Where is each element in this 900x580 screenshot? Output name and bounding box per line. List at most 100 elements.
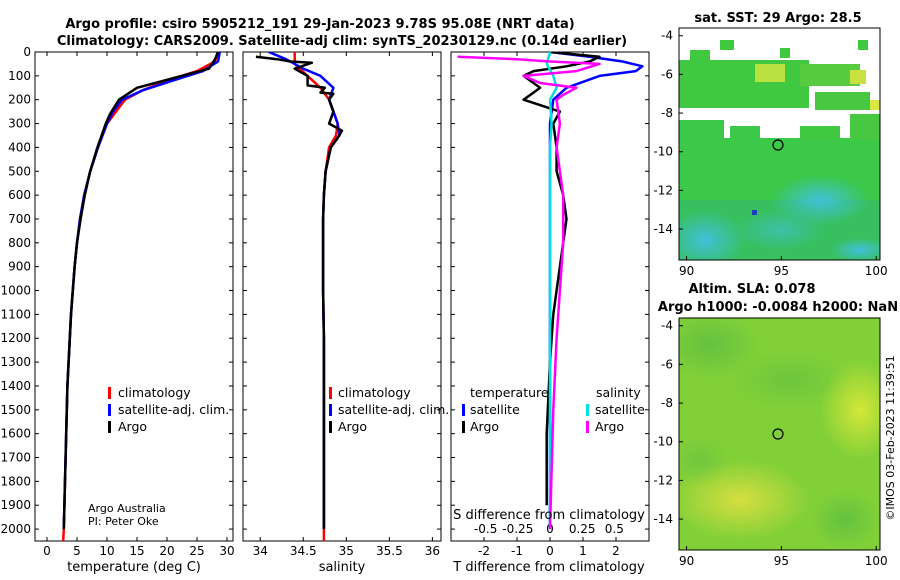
depth-tick-label: 300 — [8, 117, 31, 131]
depth-tick-label: 900 — [8, 260, 31, 274]
x-tick-label: 5 — [73, 544, 81, 558]
sst-argo-marker — [772, 139, 784, 151]
map-y-tick-label: -4 — [661, 319, 673, 333]
series-line-temperature-satellite — [548, 52, 644, 530]
title-line2: Climatology: CARS2009. Satellite-adj cli… — [57, 34, 627, 49]
s-diff-tick-label: 0.25 — [569, 522, 596, 536]
legend-swatch-red — [329, 387, 332, 399]
map-y-tick-label: -6 — [661, 357, 673, 371]
x-tick-label: 1 — [579, 544, 587, 558]
sst-map-frame — [678, 27, 881, 261]
depth-tick-label: 1000 — [0, 284, 31, 298]
t-difference-xlabel: T difference from climatology — [452, 560, 645, 575]
x-tick-label: 35.5 — [376, 544, 403, 558]
depth-tick-label: 1700 — [0, 451, 31, 465]
legend-temperature-header: temperature — [470, 385, 549, 400]
sla-map-axes: 90 95 100 -4 -6 -8 -10 -12 -14 — [653, 319, 887, 568]
temperature-x-axis: 0 5 10 15 20 25 30 — [43, 52, 235, 558]
series-line-salinity-satellite — [545, 52, 558, 530]
depth-tick-label: 0 — [23, 45, 31, 59]
legend-climatology: climatology — [338, 385, 411, 400]
copyright: ©IMOS 03-Feb-2023 11:39:51 — [884, 355, 897, 520]
legend-s-argo: Argo — [595, 419, 624, 434]
map-x-tick-label: 100 — [865, 554, 888, 568]
sst-map-title: sat. SST: 29 Argo: 28.5 — [694, 11, 861, 26]
salinity-lines — [255, 52, 344, 541]
depth-tick-label: 1800 — [0, 474, 31, 488]
depth-tick-label: 1300 — [0, 355, 31, 369]
series-line-satellite-adj-clim- — [62, 52, 222, 530]
map-x-tick-label: 95 — [774, 554, 789, 568]
map-y-tick-label: -14 — [653, 222, 673, 236]
series-line-salinity-argo — [457, 55, 601, 530]
depth-tick-label: 700 — [8, 212, 31, 226]
salinity-legend: climatology satellite-adj. clim. Argo — [329, 385, 449, 434]
depth-tick-label: 1400 — [0, 379, 31, 393]
temperature-xlabel: temperature (deg C) — [67, 560, 201, 575]
legend-swatch-black — [329, 421, 332, 433]
difference-legend-temperature: temperature satellite Argo — [462, 385, 549, 434]
legend-swatch-red — [108, 387, 111, 399]
map-x-tick-label: 90 — [679, 554, 694, 568]
legend-swatch-blue — [108, 404, 111, 416]
x-tick-label: 25 — [189, 544, 204, 558]
salinity-xlabel: salinity — [319, 560, 366, 575]
x-tick-label: 35 — [339, 544, 354, 558]
x-tick-label: -1 — [511, 544, 523, 558]
sla-map-title2: Argo h1000: -0.0084 h2000: NaN — [658, 300, 898, 315]
x-tick-label: 0 — [43, 544, 51, 558]
legend-swatch-black — [462, 421, 465, 433]
depth-tick-label: 600 — [8, 188, 31, 202]
depth-tick-label: 200 — [8, 93, 31, 107]
depth-tick-label: 500 — [8, 164, 31, 178]
depth-tick-label: 1600 — [0, 427, 31, 441]
series-line-argo — [255, 55, 344, 530]
x-tick-label: 34 — [253, 544, 268, 558]
map-y-tick-label: -10 — [653, 145, 673, 159]
legend-argo: Argo — [118, 419, 147, 434]
series-line-argo — [62, 52, 220, 530]
legend-swatch-blue — [329, 404, 332, 416]
x-tick-label: 30 — [219, 544, 234, 558]
sst-map-image — [679, 28, 880, 260]
map-x-tick-label: 95 — [774, 264, 789, 278]
map-y-tick-label: -12 — [653, 183, 673, 197]
legend-salinity-header: salinity — [596, 385, 641, 400]
series-line-temperature-argo — [522, 52, 601, 506]
map-y-tick-label: -4 — [661, 29, 673, 43]
map-y-tick-label: -6 — [661, 67, 673, 81]
s-diff-tick-label: -0.25 — [502, 522, 533, 536]
legend-swatch-blue — [462, 404, 465, 416]
x-tick-label: 10 — [99, 544, 114, 558]
map-y-tick-label: -8 — [661, 106, 673, 120]
legend-swatch-cyan — [586, 404, 589, 416]
legend-swatch-magenta — [586, 421, 589, 433]
legend-s-satellite: satellite — [595, 402, 645, 417]
map-y-tick-label: -10 — [653, 435, 673, 449]
depth-tick-label: 1100 — [0, 307, 31, 321]
s-diff-tick-label: 0.5 — [605, 522, 624, 536]
depth-axis: 0 100 200 300 400 500 600 700 800 900 1000 1100 1200… — [0, 45, 649, 536]
sla-argo-marker — [772, 428, 784, 440]
s-diff-tick-label: -0.5 — [474, 522, 497, 536]
temperature-axes — [34, 51, 234, 542]
depth-tick-label: 1200 — [0, 331, 31, 345]
map-y-tick-label: -8 — [661, 396, 673, 410]
depth-tick-label: 400 — [8, 140, 31, 154]
legend-swatch-black — [108, 421, 111, 433]
temperature-legend: climatology satellite-adj. clim. Argo — [108, 385, 229, 434]
s-difference-axis: -0.5 -0.25 0 0.25 0.5 — [474, 522, 624, 536]
credit-line1: Argo Australia — [88, 502, 166, 515]
legend-satellite-adj: satellite-adj. clim. — [118, 402, 229, 417]
map-y-tick-label: -14 — [653, 512, 673, 526]
t-difference-x-axis: -2 -1 0 1 2 — [478, 52, 620, 558]
title-line1: Argo profile: csiro 5905212_191 29-Jan-2… — [65, 17, 574, 32]
salinity-x-axis: 34 34.5 35 35.5 36 — [253, 52, 440, 558]
x-tick-label: 34.5 — [290, 544, 317, 558]
x-tick-label: 15 — [129, 544, 144, 558]
legend-satellite-adj: satellite-adj. clim. — [338, 402, 449, 417]
s-difference-xlabel: S difference from climatology — [453, 508, 645, 523]
depth-tick-label: 1500 — [0, 403, 31, 417]
legend-climatology: climatology — [118, 385, 191, 400]
